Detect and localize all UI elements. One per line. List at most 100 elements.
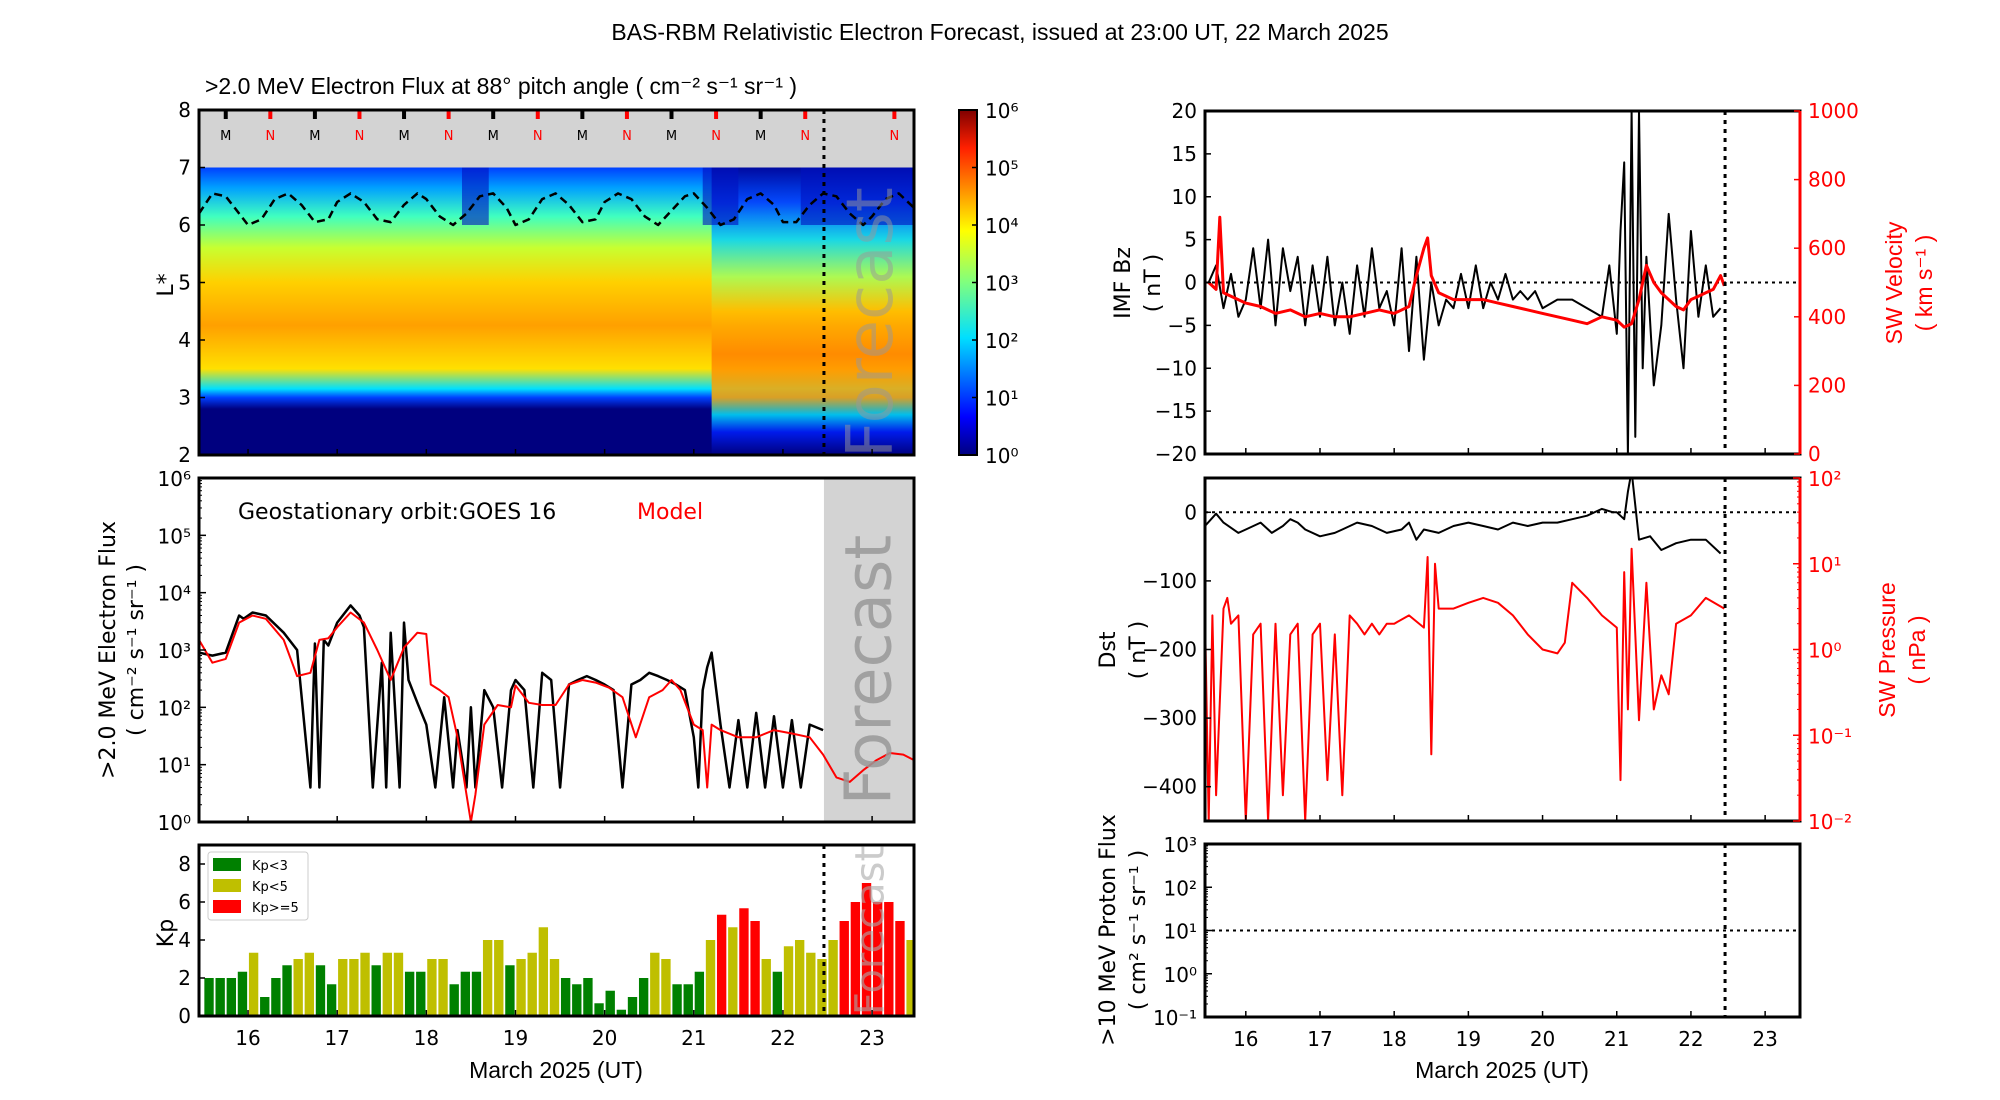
legend-label: Kp<3 xyxy=(252,859,288,874)
dst-axes-frame xyxy=(1203,476,1802,823)
kp-bar xyxy=(817,959,827,1016)
kp-bar xyxy=(661,959,671,1016)
midnight-marker: M xyxy=(666,129,677,144)
y-tick-label: 400 xyxy=(1808,305,1846,329)
y-tick-label: −20 xyxy=(1155,442,1197,466)
x-tick-label: 22 xyxy=(1678,1027,1703,1051)
lstar-depleted-region xyxy=(461,167,489,225)
proton-panel: 16 17 18 19 20 21 22 23 10⁻¹ 10⁰ 10¹ 10² 10³ >10 MeV… xyxy=(1096,814,1802,1083)
midnight-marker: M xyxy=(398,129,409,144)
kp-bar xyxy=(304,952,315,1016)
x-tick-label: 17 xyxy=(1307,1027,1332,1051)
legend-label: Kp>=5 xyxy=(252,901,299,916)
kp-bar xyxy=(861,883,872,1016)
y-tick-label: 6 xyxy=(178,890,191,914)
x-tick-label: 23 xyxy=(1752,1027,1777,1051)
y-tick-label: 4 xyxy=(178,928,191,952)
kp-bar xyxy=(839,921,849,1016)
geo-label: Geostationary orbit: xyxy=(238,500,459,525)
dst-panel: −400 −300 −200 −100 0 10⁻² 10⁻¹ 10⁰ 10¹ 10² Dst (… xyxy=(1096,467,1930,834)
kp-bar xyxy=(694,971,705,1016)
kp-bar xyxy=(583,978,593,1016)
kp-bar xyxy=(382,952,393,1016)
kp-bar xyxy=(393,952,404,1016)
kp-bar xyxy=(315,965,326,1016)
y-tick-label: 10³ xyxy=(158,639,191,663)
vsw-ylabel: SW Velocity xyxy=(1881,221,1907,344)
kp-bar xyxy=(594,1003,604,1016)
kp-bar xyxy=(627,997,638,1016)
y-tick-label: −300 xyxy=(1142,706,1197,730)
kp-bar xyxy=(505,965,515,1016)
kp-bar xyxy=(560,978,571,1016)
y-tick-label: 10⁰ xyxy=(158,811,191,835)
midnight-marker: M xyxy=(309,129,320,144)
kp-bar xyxy=(705,940,716,1016)
kp-bar xyxy=(549,959,560,1016)
y-tick-label: 4 xyxy=(178,328,191,352)
colorbar-tick-label: 10⁰ xyxy=(985,444,1018,468)
y-tick-label: 7 xyxy=(178,156,191,180)
colorbar-tick-label: 10⁴ xyxy=(985,214,1018,238)
midnight-marker: M xyxy=(488,129,499,144)
y-tick-label: −200 xyxy=(1142,638,1197,662)
lstar-ylabel: L* xyxy=(154,273,179,296)
kp-bar xyxy=(349,959,359,1016)
y-tick-label: 10⁻¹ xyxy=(1153,1006,1197,1030)
geo-axes-frame xyxy=(197,476,916,824)
y-tick-label: −15 xyxy=(1155,399,1197,423)
lstar-depleted-region xyxy=(823,167,914,225)
right-xlabel: March 2025 (UT) xyxy=(1415,1057,1589,1083)
sw-pressure-line xyxy=(1205,547,1725,821)
kp-bar xyxy=(828,940,838,1016)
x-tick-label: 19 xyxy=(1456,1027,1481,1051)
midnight-marker: M xyxy=(577,129,588,144)
noon-marker: N xyxy=(444,129,454,144)
geo-ylabel: >2.0 MeV Electron Flux xyxy=(96,521,121,779)
kp-bar xyxy=(338,959,348,1016)
colorbar: 10⁰ 10¹ 10² 10³ 10⁴ 10⁵ 10⁶ xyxy=(958,99,1018,468)
kp-bar xyxy=(794,940,805,1016)
kp-bar xyxy=(527,952,537,1016)
y-tick-label: 10⁰ xyxy=(1164,963,1197,987)
kp-bar xyxy=(783,946,794,1016)
sw-velocity-line xyxy=(1207,215,1726,329)
y-tick-label: 200 xyxy=(1808,373,1846,397)
y-tick-label: 10¹ xyxy=(1164,920,1197,944)
y-tick-label: 10⁶ xyxy=(158,467,191,491)
kp-bar xyxy=(237,971,248,1016)
colorbar-tick-label: 10³ xyxy=(985,272,1018,296)
kp-bar xyxy=(672,984,682,1016)
kp-bar xyxy=(572,984,582,1016)
dst-line xyxy=(1205,478,1722,555)
legend-swatch xyxy=(213,858,241,871)
y-tick-label: 8 xyxy=(178,98,191,122)
y-tick-label: 0 xyxy=(178,1004,191,1028)
noon-marker: N xyxy=(711,129,721,144)
x-tick-label: 17 xyxy=(324,1026,349,1050)
kp-bar xyxy=(872,902,883,1016)
legend-swatch xyxy=(213,879,241,892)
geo-flux-panel: Forecast 10⁰ 10¹ 10² 10³ 10⁴ 10⁵ 10⁶ Geostatio… xyxy=(96,467,916,835)
y-tick-label: 10⁵ xyxy=(158,524,191,548)
colorbar-tick-label: 10⁶ xyxy=(985,99,1018,123)
pressure-ylabel-unit: ( nPa ) xyxy=(1904,615,1930,684)
figure-title: BAS-RBM Relativistic Electron Forecast, … xyxy=(611,19,1388,45)
model-line xyxy=(199,611,914,822)
pressure-ylabel: SW Pressure xyxy=(1874,582,1900,717)
lstar-panel-title: >2.0 MeV Electron Flux at 88° pitch angl… xyxy=(205,73,797,99)
y-tick-label: 15 xyxy=(1172,142,1197,166)
kp-bar xyxy=(371,965,381,1016)
y-tick-label: 10² xyxy=(158,696,191,720)
kp-bar xyxy=(204,978,214,1016)
kp-bar xyxy=(416,971,426,1016)
y-tick-label: 6 xyxy=(178,213,191,237)
y-tick-label: 0 xyxy=(1808,442,1821,466)
kp-bar xyxy=(739,908,749,1016)
dst-ylabel: Dst xyxy=(1096,631,1121,668)
y-tick-label: −400 xyxy=(1142,775,1197,799)
goes-legend: GOES 16 xyxy=(459,500,556,525)
x-tick-label: 16 xyxy=(1233,1027,1258,1051)
